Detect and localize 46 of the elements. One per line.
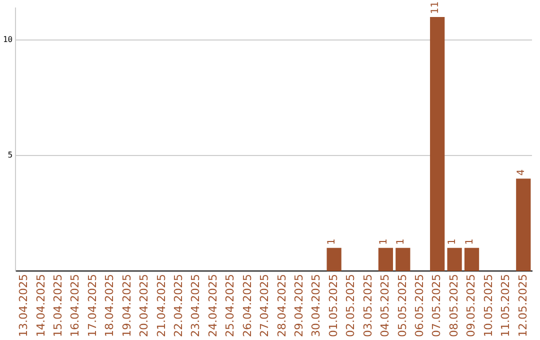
bar [326, 248, 342, 272]
x-tick-label: 03.05.2025 [361, 274, 374, 338]
x-tick-label: 21.04.2025 [154, 274, 168, 338]
x-tick-label: 22.04.2025 [172, 274, 186, 338]
data-label: 11 [430, 1, 441, 14]
x-tick-label: 28.04.2025 [275, 274, 288, 338]
data-label: 4 [516, 169, 527, 176]
x-tick-label: 24.04.2025 [206, 274, 220, 338]
x-tick-label: 06.05.2025 [412, 274, 426, 338]
x-tick-label: 17.04.2025 [86, 274, 99, 338]
x-tick-label: 15.04.2025 [52, 274, 65, 338]
x-tick-label: 25.04.2025 [224, 274, 237, 338]
x-tick-label: 19.04.2025 [120, 274, 134, 338]
x-tick-label: 01.05.2025 [326, 274, 340, 338]
x-tick-label: 20.04.2025 [138, 274, 151, 338]
x-tick-label: 04.05.2025 [378, 274, 392, 338]
x-tick-label: 11.05.2025 [499, 274, 512, 338]
bar [430, 17, 445, 272]
x-tick-label: 14.04.2025 [34, 274, 48, 338]
y-tick-label: 5 [8, 150, 13, 160]
x-tick-label: 10.05.2025 [482, 274, 495, 338]
x-tick-label: 09.05.2025 [464, 274, 478, 338]
bar [378, 248, 394, 272]
data-label: 1 [378, 238, 390, 245]
x-tick-label: 07.05.2025 [430, 274, 444, 338]
x-tick-label: 27.04.2025 [258, 274, 272, 338]
x-tick-label: 16.04.2025 [68, 274, 82, 338]
y-tick-label: 10 [2, 35, 13, 44]
x-tick-label: 26.04.2025 [240, 274, 254, 338]
bar [464, 248, 480, 272]
x-tick-label: 30.04.2025 [310, 274, 323, 338]
x-tick-label: 29.04.2025 [292, 274, 306, 338]
data-label: 1 [326, 238, 338, 245]
x-tick-label: 08.05.2025 [447, 274, 460, 338]
bar [447, 248, 462, 272]
x-tick-label: 13.04.2025 [17, 274, 30, 338]
bar [396, 248, 410, 272]
bar [516, 178, 531, 272]
x-tick-label: 12.05.2025 [516, 274, 530, 338]
x-tick-label: 05.05.2025 [396, 274, 409, 338]
x-tick-label: 18.04.2025 [103, 274, 116, 338]
x-tick-label: 02.05.2025 [344, 274, 358, 338]
data-label: 1 [396, 238, 406, 245]
x-tick-label: 23.04.2025 [189, 274, 202, 338]
data-label: 1 [464, 238, 476, 245]
data-label: 1 [447, 238, 458, 245]
